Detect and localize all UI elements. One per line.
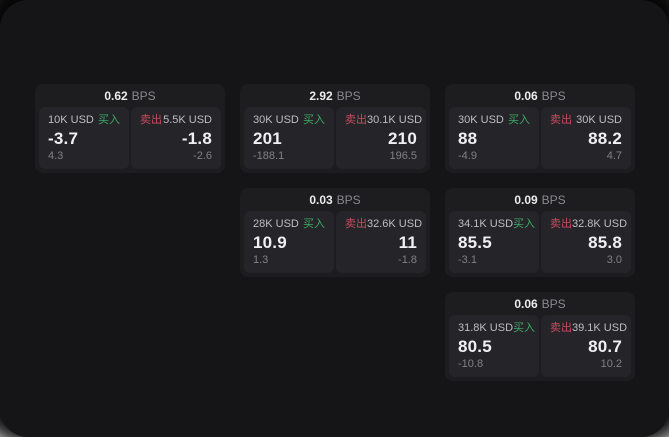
buy-price: 88 <box>458 129 478 148</box>
sell-side-label: 卖出 <box>550 322 572 334</box>
sell-panel[interactable]: 卖出 5.5K USD -1.8 -2.6 <box>131 107 221 169</box>
card-header: 0.03 BPS <box>240 188 430 211</box>
bps-value: 0.03 <box>309 192 333 207</box>
buy-side-label: 买入 <box>513 218 536 230</box>
sell-price: 11 <box>398 233 417 252</box>
sell-panel[interactable]: 卖出 30.1K USD 210 196.5 <box>336 107 426 169</box>
buy-sell-panels: 10K USD 买入 -3.7 4.3 卖出 5.5K USD -1.8 -2.… <box>35 107 225 173</box>
buy-side-label: 买入 <box>98 114 120 126</box>
card-header: 0.62 BPS <box>35 84 225 107</box>
sell-amount: 30.1K USD <box>367 114 423 126</box>
buy-price: 201 <box>253 129 282 148</box>
sell-change: -2.6 <box>193 150 212 162</box>
sell-price: 88.2 <box>588 129 622 148</box>
buy-change: -188.1 <box>253 150 285 162</box>
bps-value: 0.06 <box>514 296 538 311</box>
bps-value: 2.92 <box>309 88 333 103</box>
sell-amount: 39.1K USD <box>572 322 628 334</box>
sell-amount: 5.5K USD <box>163 114 212 126</box>
buy-side-label: 买入 <box>303 218 325 230</box>
sell-side-label: 卖出 <box>345 114 367 126</box>
bps-value: 0.62 <box>104 88 128 103</box>
buy-amount: 10K USD <box>48 114 94 126</box>
buy-panel[interactable]: 28K USD 买入 10.9 1.3 <box>244 211 334 273</box>
sell-change: 4.7 <box>606 150 622 162</box>
buy-price: -3.7 <box>48 129 79 148</box>
buy-sell-panels: 34.1K USD 买入 85.5 -3.1 卖出 32.8K USD 85.8… <box>445 211 635 277</box>
sell-price: 210 <box>388 129 417 148</box>
buy-panel[interactable]: 34.1K USD 买入 85.5 -3.1 <box>449 211 539 273</box>
buy-amount: 34.1K USD <box>458 218 514 230</box>
sell-panel[interactable]: 卖出 39.1K USD 80.7 10.2 <box>541 315 631 377</box>
card-header: 0.06 BPS <box>445 84 635 107</box>
quote-card: 0.62 BPS 10K USD 买入 -3.7 4.3 卖出 <box>35 84 225 173</box>
card-header: 0.09 BPS <box>445 188 635 211</box>
buy-change: -3.1 <box>458 254 477 266</box>
buy-change: 1.3 <box>253 254 269 266</box>
sell-side-label: 卖出 <box>550 114 572 126</box>
sell-amount: 32.8K USD <box>572 218 628 230</box>
bps-unit-label: BPS <box>541 192 566 207</box>
buy-price: 85.5 <box>458 233 492 252</box>
bps-unit-label: BPS <box>541 296 566 311</box>
card-header: 0.06 BPS <box>445 292 635 315</box>
bps-unit-label: BPS <box>336 88 361 103</box>
buy-amount: 31.8K USD <box>458 322 514 334</box>
buy-price: 10.9 <box>253 233 287 252</box>
sell-change: 10.2 <box>600 358 622 370</box>
quote-card: 0.06 BPS 31.8K USD 买入 80.5 -10.8 卖 <box>445 292 635 381</box>
sell-change: 3.0 <box>606 254 622 266</box>
buy-side-label: 买入 <box>303 114 325 126</box>
buy-amount: 30K USD <box>458 114 504 126</box>
bps-unit-label: BPS <box>131 88 156 103</box>
quote-card: 0.09 BPS 34.1K USD 买入 85.5 -3.1 卖出 <box>445 188 635 277</box>
buy-side-label: 买入 <box>513 322 536 334</box>
sell-side-label: 卖出 <box>345 218 367 230</box>
sell-amount: 30K USD <box>576 114 622 126</box>
buy-sell-panels: 30K USD 买入 88 -4.9 卖出 30K USD 88.2 4.7 <box>445 107 635 173</box>
sell-panel[interactable]: 卖出 32.8K USD 85.8 3.0 <box>541 211 631 273</box>
buy-sell-panels: 28K USD 买入 10.9 1.3 卖出 32.6K USD 11 -1.8 <box>240 211 430 277</box>
buy-change: 4.3 <box>48 150 64 162</box>
sell-amount: 32.6K USD <box>367 218 423 230</box>
buy-side-label: 买入 <box>508 114 530 126</box>
buy-panel[interactable]: 30K USD 买入 201 -188.1 <box>244 107 334 169</box>
buy-price: 80.5 <box>458 337 492 356</box>
buy-panel[interactable]: 30K USD 买入 88 -4.9 <box>449 107 539 169</box>
buy-amount: 30K USD <box>253 114 299 126</box>
quote-card: 0.03 BPS 28K USD 买入 10.9 1.3 卖出 <box>240 188 430 277</box>
sell-panel[interactable]: 卖出 32.6K USD 11 -1.8 <box>336 211 426 273</box>
sell-price: -1.8 <box>181 129 212 148</box>
buy-sell-panels: 30K USD 买入 201 -188.1 卖出 30.1K USD 210 1… <box>240 107 430 173</box>
sell-price: 80.7 <box>588 337 622 356</box>
sell-side-label: 卖出 <box>550 218 572 230</box>
quote-card: 0.06 BPS 30K USD 买入 88 -4.9 卖出 <box>445 84 635 173</box>
quote-card: 2.92 BPS 30K USD 买入 201 -188.1 卖出 <box>240 84 430 173</box>
buy-amount: 28K USD <box>253 218 299 230</box>
buy-panel[interactable]: 10K USD 买入 -3.7 4.3 <box>39 107 129 169</box>
buy-change: -4.9 <box>458 150 477 162</box>
sell-change: 196.5 <box>389 150 417 162</box>
bps-unit-label: BPS <box>336 192 361 207</box>
sell-change: -1.8 <box>398 254 417 266</box>
card-header: 2.92 BPS <box>240 84 430 107</box>
buy-change: -10.8 <box>458 358 484 370</box>
buy-sell-panels: 31.8K USD 买入 80.5 -10.8 卖出 39.1K USD 80.… <box>445 315 635 381</box>
bps-unit-label: BPS <box>541 88 566 103</box>
sell-side-label: 卖出 <box>140 114 162 126</box>
bps-value: 0.06 <box>514 88 538 103</box>
buy-panel[interactable]: 31.8K USD 买入 80.5 -10.8 <box>449 315 539 377</box>
sell-panel[interactable]: 卖出 30K USD 88.2 4.7 <box>541 107 631 169</box>
bps-value: 0.09 <box>514 192 538 207</box>
quote-cards-grid: 0.62 BPS 10K USD 买入 -3.7 4.3 卖出 <box>35 84 635 381</box>
sell-price: 85.8 <box>588 233 622 252</box>
